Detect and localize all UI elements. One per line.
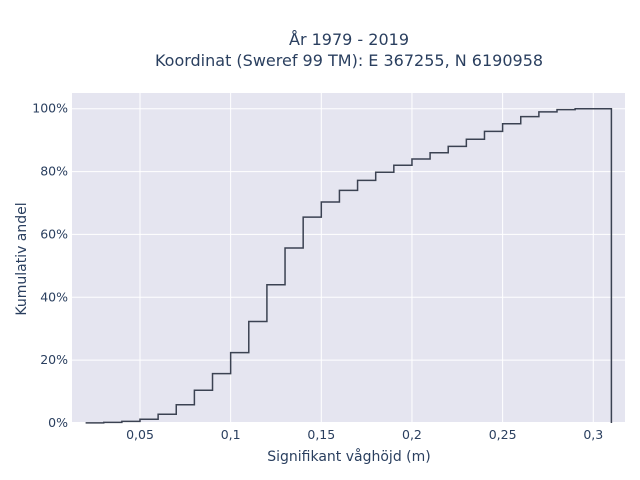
chart-title-line1: År 1979 - 2019: [289, 30, 409, 49]
chart-title-line2: Koordinat (Sweref 99 TM): E 367255, N 61…: [155, 51, 543, 70]
plot-area: [72, 93, 625, 423]
x-axis-label: Signifikant våghöjd (m): [267, 448, 430, 465]
y-tick-label: 80%: [40, 164, 68, 179]
x-tick-label: 0,1: [221, 427, 241, 442]
x-tick-label: 0,15: [307, 427, 335, 442]
y-axis-label: Kumulativ andel: [14, 202, 30, 315]
x-tick-label: 0,3: [583, 427, 603, 442]
y-tick-label: 20%: [40, 352, 68, 367]
x-axis-ticks: 0,05 0,1 0,15 0,2 0,25 0,3: [126, 427, 603, 442]
y-tick-label: 40%: [40, 289, 68, 304]
gridlines: [72, 93, 625, 424]
y-tick-label: 100%: [32, 101, 68, 116]
x-tick-label: 0,2: [402, 427, 422, 442]
x-tick-label: 0,05: [126, 427, 154, 442]
y-axis-ticks: 0% 20% 40% 60% 80% 100%: [32, 101, 68, 430]
cumulative-step-line: [85, 107, 613, 424]
y-tick-label: 0%: [48, 415, 68, 430]
y-tick-label: 60%: [40, 226, 68, 241]
x-tick-label: 0,25: [489, 427, 517, 442]
